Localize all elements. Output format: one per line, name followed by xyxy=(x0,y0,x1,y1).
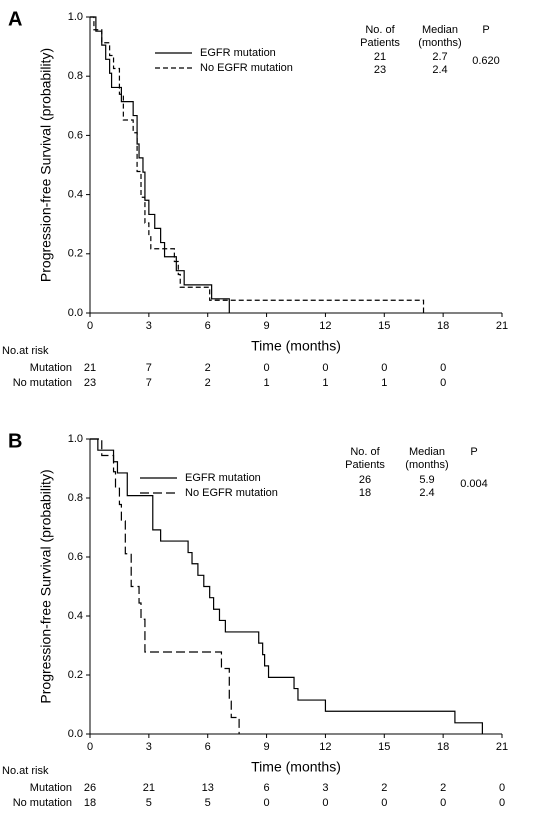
risk-count: 0 xyxy=(440,362,446,374)
x-tick-label: 6 xyxy=(205,741,211,753)
table-header: No. of xyxy=(365,24,395,36)
y-axis-title: Progression-free Survival (probability) xyxy=(38,48,54,282)
risk-count: 26 xyxy=(84,782,96,794)
y-tick-label: 0.6 xyxy=(68,129,83,141)
x-tick-label: 21 xyxy=(496,741,508,753)
risk-count: 18 xyxy=(84,797,96,809)
x-axis-title: Time (months) xyxy=(251,338,341,354)
legend-label: No EGFR mutation xyxy=(200,62,293,74)
risk-count: 0 xyxy=(264,362,270,374)
x-tick-label: 0 xyxy=(87,320,93,332)
risk-count: 7 xyxy=(146,362,152,374)
x-tick-label: 15 xyxy=(378,320,390,332)
risk-count: 6 xyxy=(264,782,270,794)
y-axis-title: Progression-free Survival (probability) xyxy=(38,469,54,703)
y-tick-label: 0.2 xyxy=(68,248,83,260)
risk-count: 0 xyxy=(264,797,270,809)
p-value: 0.620 xyxy=(472,55,500,67)
legend-label: EGFR mutation xyxy=(200,47,276,59)
survival-curve xyxy=(90,16,230,313)
p-value: 0.004 xyxy=(460,478,488,490)
x-tick-label: 3 xyxy=(146,320,152,332)
panel-label: A xyxy=(8,8,22,30)
table-header: (months) xyxy=(405,459,448,471)
risk-count: 23 xyxy=(84,377,96,389)
risk-count: 2 xyxy=(205,362,211,374)
legend-label: EGFR mutation xyxy=(185,472,261,484)
risk-count: 5 xyxy=(205,797,211,809)
y-tick-label: 1.0 xyxy=(68,433,83,445)
median: 2.4 xyxy=(432,64,447,76)
x-tick-label: 21 xyxy=(496,320,508,332)
risk-count: 21 xyxy=(84,362,96,374)
risk-count: 0 xyxy=(440,377,446,389)
risk-count: 0 xyxy=(322,362,328,374)
legend-label: No EGFR mutation xyxy=(185,487,278,499)
risk-title: No.at risk xyxy=(2,765,49,777)
survival-curve xyxy=(90,16,425,313)
x-tick-label: 9 xyxy=(264,741,270,753)
y-tick-label: 0.2 xyxy=(68,669,83,681)
risk-count: 13 xyxy=(202,782,214,794)
risk-count: 3 xyxy=(322,782,328,794)
median: 2.4 xyxy=(419,487,434,499)
survival-curve xyxy=(90,438,483,734)
x-tick-label: 12 xyxy=(319,741,331,753)
table-header: No. of xyxy=(350,446,380,458)
table-header: Patients xyxy=(345,459,385,471)
table-header: (months) xyxy=(418,37,461,49)
y-tick-label: 0.4 xyxy=(68,189,83,201)
x-tick-label: 15 xyxy=(378,741,390,753)
x-tick-label: 12 xyxy=(319,320,331,332)
risk-count: 7 xyxy=(146,377,152,389)
risk-count: 1 xyxy=(381,377,387,389)
panel-label: B xyxy=(8,430,22,452)
x-tick-label: 6 xyxy=(205,320,211,332)
y-tick-label: 0.4 xyxy=(68,610,83,622)
risk-count: 5 xyxy=(146,797,152,809)
survival-curve xyxy=(90,438,240,734)
risk-count: 0 xyxy=(440,797,446,809)
y-tick-label: 1.0 xyxy=(68,11,83,23)
risk-label: No mutation xyxy=(13,377,72,389)
patients: 26 xyxy=(359,474,371,486)
risk-count: 2 xyxy=(205,377,211,389)
risk-count: 2 xyxy=(381,782,387,794)
risk-label: No mutation xyxy=(13,797,72,809)
y-tick-label: 0.8 xyxy=(68,70,83,82)
risk-label: Mutation xyxy=(30,782,72,794)
risk-count: 0 xyxy=(381,362,387,374)
y-tick-label: 0.0 xyxy=(68,728,83,740)
patients: 23 xyxy=(374,64,386,76)
y-tick-label: 0.0 xyxy=(68,307,83,319)
risk-count: 1 xyxy=(264,377,270,389)
risk-count: 0 xyxy=(499,797,505,809)
x-tick-label: 0 xyxy=(87,741,93,753)
risk-count: 0 xyxy=(381,797,387,809)
table-header: P xyxy=(470,446,477,458)
table-header: Patients xyxy=(360,37,400,49)
risk-count: 0 xyxy=(322,797,328,809)
risk-count: 21 xyxy=(143,782,155,794)
patients: 21 xyxy=(374,51,386,63)
patients: 18 xyxy=(359,487,371,499)
median: 5.9 xyxy=(419,474,434,486)
risk-label: Mutation xyxy=(30,362,72,374)
table-header: Median xyxy=(422,24,458,36)
x-tick-label: 18 xyxy=(437,320,449,332)
risk-title: No.at risk xyxy=(2,345,49,357)
x-axis-title: Time (months) xyxy=(251,759,341,775)
table-header: P xyxy=(482,24,489,36)
risk-count: 1 xyxy=(322,377,328,389)
x-tick-label: 9 xyxy=(264,320,270,332)
risk-count: 2 xyxy=(440,782,446,794)
y-tick-label: 0.8 xyxy=(68,492,83,504)
x-tick-label: 18 xyxy=(437,741,449,753)
y-tick-label: 0.6 xyxy=(68,551,83,563)
risk-count: 0 xyxy=(499,782,505,794)
x-tick-label: 3 xyxy=(146,741,152,753)
median: 2.7 xyxy=(432,51,447,63)
table-header: Median xyxy=(409,446,445,458)
